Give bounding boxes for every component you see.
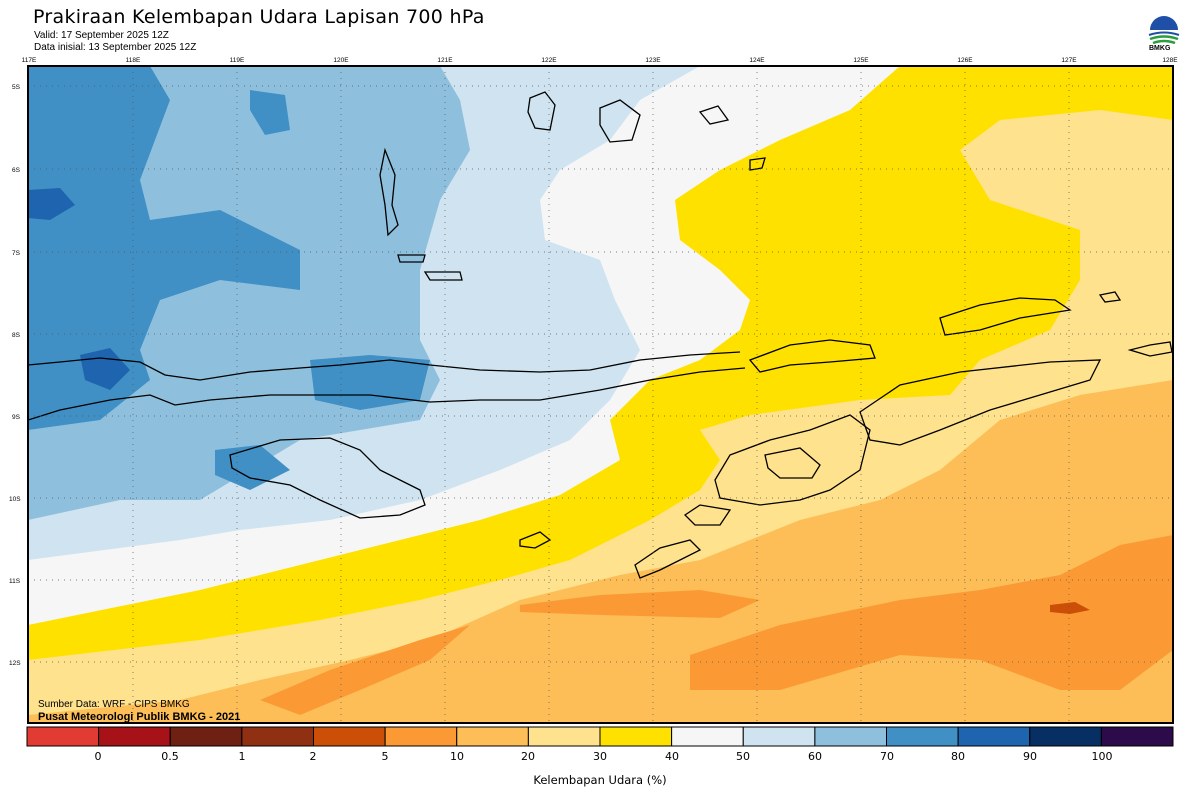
- colorbar-tick: 60: [808, 750, 822, 763]
- data-source-credit: Sumber Data: WRF - CIPS BMKG: [38, 699, 190, 710]
- colorbar-swatch: [814, 726, 887, 747]
- colorbar-swatch: [671, 726, 744, 747]
- humidity-band-90-100: [28, 188, 75, 220]
- colorbar-swatch: [26, 726, 100, 747]
- colorbar-swatch: [527, 726, 601, 747]
- logo-text: BMKG: [1149, 45, 1171, 52]
- colorbar-tick: 30: [593, 750, 607, 763]
- colorbar-swatch: [313, 726, 386, 747]
- humidity-band-2-5: [1050, 602, 1090, 614]
- lon-label: 118E: [126, 57, 141, 64]
- colorbar: [26, 726, 1174, 747]
- colorbar-swatch: [169, 726, 243, 747]
- map-title: Prakiraan Kelembapan Udara Lapisan 700 h…: [33, 6, 485, 28]
- colorbar-swatch: [886, 726, 959, 747]
- colorbar-swatch: [456, 726, 529, 747]
- lon-label: 123E: [645, 57, 661, 64]
- lon-label: 126E: [957, 57, 973, 64]
- longitude-labels: 117E 118E 119E 120E 121E 122E 123E 124E …: [22, 57, 1179, 64]
- colorbar-tick: 40: [665, 750, 679, 763]
- graticule: [28, 66, 1173, 723]
- bmkg-logo-icon: [1148, 16, 1180, 45]
- latitude-labels: 5S 6S 7S 8S 9S 10S 11S 12S: [9, 84, 21, 667]
- colorbar-tick: 2: [310, 750, 317, 763]
- lon-label: 125E: [853, 57, 869, 64]
- colorbar-tick: 0: [95, 750, 102, 763]
- humidity-band-80-90: [250, 90, 290, 135]
- humidity-band-5-10: [690, 535, 1173, 690]
- colorbar-tick: 90: [1023, 750, 1037, 763]
- lon-label: 120E: [333, 57, 349, 64]
- lon-label: 121E: [437, 57, 453, 64]
- colorbar-swatch: [1029, 726, 1102, 747]
- colorbar-swatch: [241, 726, 314, 747]
- humidity-field: [28, 66, 1173, 723]
- colorbar-swatch: [98, 726, 171, 747]
- colorbar-swatch: [384, 726, 458, 747]
- initial-time: Data inisial: 13 September 2025 12Z: [34, 42, 197, 53]
- lon-label: 119E: [230, 57, 245, 64]
- colorbar-tick: 100: [1092, 750, 1113, 763]
- colorbar-swatch: [742, 726, 816, 747]
- coastlines: [28, 91, 1173, 579]
- colorbar-title: Kelembapan Udara (%): [533, 773, 667, 787]
- lat-label: 12S: [9, 660, 21, 667]
- humidity-band-80-90: [310, 355, 430, 410]
- colorbar-tick: 1: [239, 750, 246, 763]
- colorbar-tick: 10: [450, 750, 464, 763]
- colorbar-swatch: [957, 726, 1031, 747]
- publisher-credit: Pusat Meteorologi Publik BMKG - 2021: [38, 711, 240, 723]
- colorbar-swatch: [599, 726, 673, 747]
- lat-label: 5S: [12, 84, 21, 91]
- plot-frame: [27, 65, 1174, 724]
- colorbar-tick: 5: [382, 750, 389, 763]
- colorbar-tick: 0.5: [161, 750, 179, 763]
- humidity-band-80-90: [215, 445, 290, 490]
- colorbar-tick: 70: [880, 750, 894, 763]
- lon-label: 124E: [749, 57, 765, 64]
- colorbar-swatch: [1100, 726, 1174, 747]
- lat-label: 10S: [9, 496, 21, 503]
- lon-label: 117E: [22, 57, 37, 64]
- valid-time: Valid: 17 September 2025 12Z: [34, 30, 169, 41]
- colorbar-tick: 20: [521, 750, 535, 763]
- lat-label: 9S: [12, 414, 21, 421]
- lat-label: 6S: [12, 167, 21, 174]
- lon-label: 128E: [1162, 57, 1178, 64]
- humidity-band-5-10: [520, 590, 760, 618]
- lat-label: 7S: [12, 250, 21, 257]
- humidity-band-5-10: [260, 625, 470, 715]
- lat-label: 11S: [9, 578, 21, 585]
- humidity-band-80-90: [28, 66, 300, 430]
- lon-label: 122E: [541, 57, 557, 64]
- colorbar-tick: 50: [736, 750, 750, 763]
- colorbar-labels: 0 0.5 1 2 5 10 20 30 40 50 60 70 80 90 1…: [95, 750, 1113, 763]
- colorbar-tick: 80: [951, 750, 965, 763]
- lon-label: 127E: [1061, 57, 1077, 64]
- lat-label: 8S: [12, 332, 21, 339]
